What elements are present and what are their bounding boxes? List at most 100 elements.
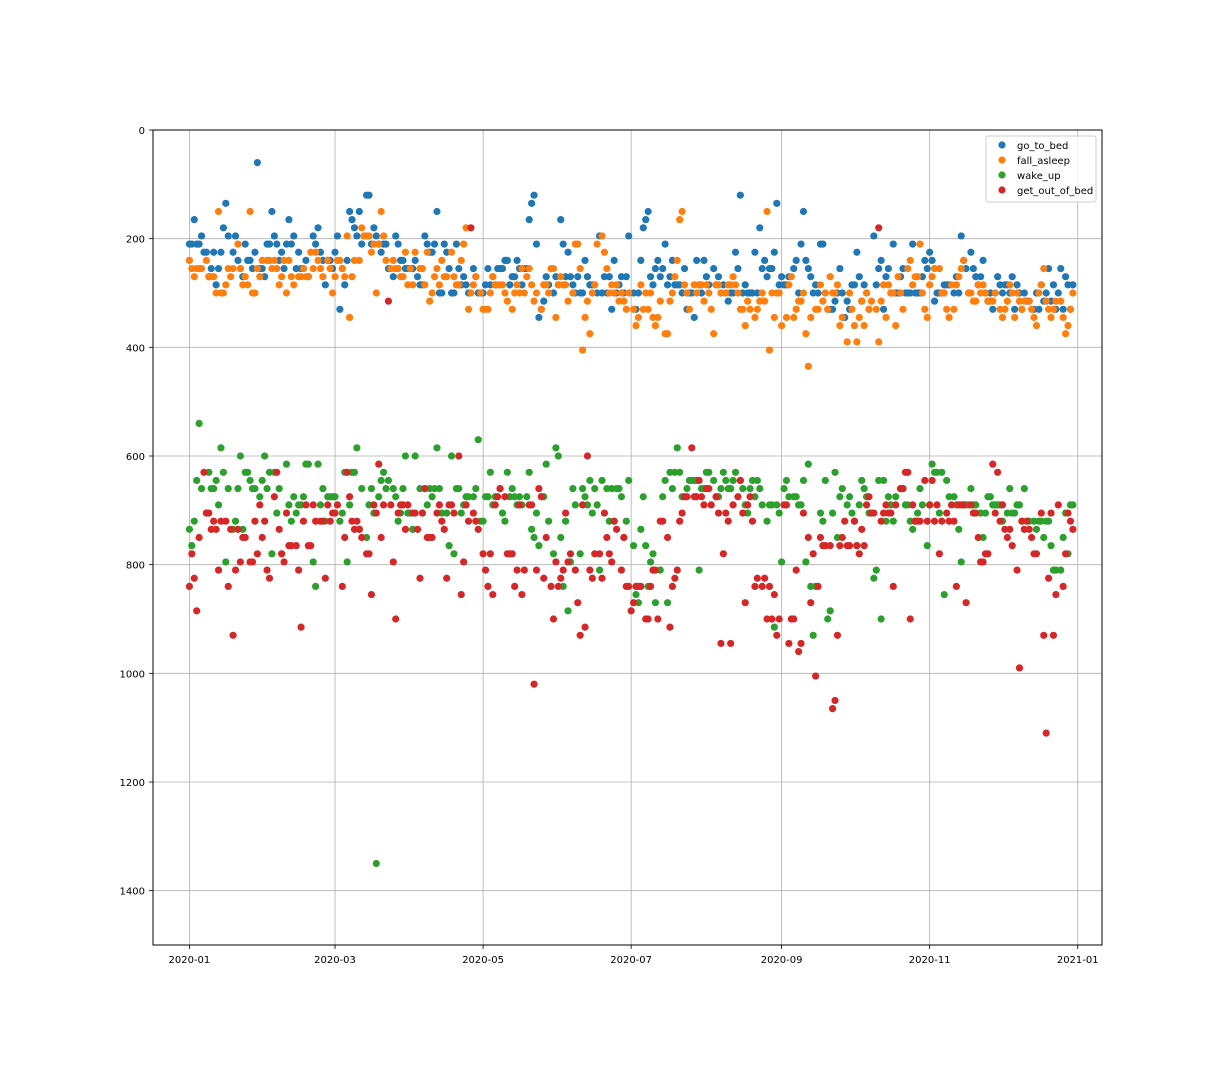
go_to_bed-point xyxy=(680,264,689,273)
fall_asleep-point xyxy=(312,248,320,256)
wake_up-point xyxy=(773,501,781,509)
x-tick-label: 2020-03 xyxy=(314,955,356,966)
fall_asleep-point xyxy=(309,264,317,273)
wake_up-point xyxy=(950,493,958,501)
get_out_of_bed-point xyxy=(845,542,854,550)
fall_asleep-point xyxy=(581,313,589,322)
get_out_of_bed-point xyxy=(1037,509,1045,517)
get_out_of_bed-point xyxy=(729,501,737,509)
fall_asleep-point xyxy=(603,264,611,273)
fall_asleep-point xyxy=(1032,322,1041,330)
wake_up-point xyxy=(219,468,227,476)
fall_asleep-point xyxy=(287,273,295,281)
fall_asleep-point xyxy=(229,264,237,273)
get_out_of_bed-point xyxy=(387,501,395,509)
get_out_of_bed-point xyxy=(678,509,686,517)
go_to_bed-point xyxy=(1011,305,1019,313)
go_to_bed-point xyxy=(530,191,538,199)
get_out_of_bed-point xyxy=(984,550,992,558)
go_to_bed-point xyxy=(566,273,575,281)
wake_up-point xyxy=(443,509,451,517)
fall_asleep-point xyxy=(244,281,252,289)
get_out_of_bed-point xyxy=(877,517,885,525)
get_out_of_bed-point xyxy=(1028,533,1036,542)
fall_asleep-point xyxy=(916,240,924,248)
go_to_bed-point xyxy=(1013,281,1021,289)
get_out_of_bed-point xyxy=(705,485,713,493)
wake_up-point xyxy=(578,485,587,493)
get_out_of_bed-point xyxy=(930,517,939,525)
fall_asleep-point xyxy=(399,273,407,281)
get_out_of_bed-point xyxy=(979,558,987,566)
go_to_bed-point xyxy=(1061,273,1070,281)
fall_asleep-point xyxy=(326,264,334,273)
wake_up-point xyxy=(1057,566,1065,574)
fall_asleep-point xyxy=(845,289,854,297)
get_out_of_bed-point xyxy=(1061,550,1070,558)
get_out_of_bed-point xyxy=(683,493,691,501)
get_out_of_bed-point xyxy=(768,615,776,623)
wake_up-point xyxy=(542,460,550,468)
fall_asleep-point xyxy=(1035,289,1043,297)
get_out_of_bed-point xyxy=(576,631,584,639)
fall_asleep-point xyxy=(884,281,893,289)
go_to_bed-point xyxy=(268,207,276,216)
go_to_bed-point xyxy=(979,256,987,264)
fall_asleep-point xyxy=(1037,281,1045,289)
fall_asleep-point xyxy=(821,289,829,297)
wake_up-point xyxy=(552,444,560,452)
go_to_bed-point xyxy=(564,248,572,256)
fall_asleep-point xyxy=(855,313,863,322)
wake_up-point xyxy=(1032,525,1041,533)
fall_asleep-point xyxy=(629,305,638,313)
fall_asleep-point xyxy=(1003,297,1011,305)
get_out_of_bed-point xyxy=(1049,631,1058,639)
go_to_bed-point xyxy=(253,159,261,167)
fall_asleep-point xyxy=(710,330,718,338)
go_to_bed-point xyxy=(270,232,278,240)
go_to_bed-point xyxy=(656,273,664,281)
fall_asleep-point xyxy=(896,289,905,297)
get_out_of_bed-point xyxy=(229,631,237,639)
get_out_of_bed-point xyxy=(299,517,308,525)
wake_up-point xyxy=(659,493,667,501)
go_to_bed-point xyxy=(644,207,652,216)
fall_asleep-point xyxy=(455,281,463,289)
wake_up-point xyxy=(877,615,885,623)
fall_asleep-point xyxy=(877,297,885,305)
fall_asleep-point xyxy=(345,313,354,322)
get_out_of_bed-point xyxy=(1040,631,1048,639)
get_out_of_bed-point xyxy=(717,639,725,648)
get_out_of_bed-point xyxy=(974,533,982,542)
wake_up-point xyxy=(797,501,805,509)
fall_asleep-point xyxy=(848,305,856,313)
fall_asleep-point xyxy=(418,264,427,273)
fall_asleep-point xyxy=(227,273,235,281)
wake_up-point xyxy=(309,558,317,566)
fall_asleep-point xyxy=(906,256,914,264)
fall_asleep-point xyxy=(882,313,890,322)
get_out_of_bed-point xyxy=(222,517,230,525)
get_out_of_bed-point xyxy=(758,582,766,591)
get_out_of_bed-point xyxy=(484,582,492,591)
go_to_bed-point xyxy=(1035,305,1043,313)
wake_up-point xyxy=(673,444,681,452)
wake_up-point xyxy=(557,533,565,542)
wake_up-point xyxy=(727,485,735,493)
go_to_bed-point xyxy=(430,240,439,248)
go_to_bed-point xyxy=(693,256,701,264)
get_out_of_bed-point xyxy=(998,501,1007,509)
go_to_bed-point xyxy=(525,216,533,224)
wake_up-point xyxy=(503,468,511,476)
get_out_of_bed-point xyxy=(603,533,611,542)
go_to_bed-point xyxy=(583,273,592,281)
wake_up-point xyxy=(554,452,562,460)
get_out_of_bed-point xyxy=(520,566,528,574)
wake_up-point xyxy=(372,859,380,868)
get_out_of_bed-point xyxy=(741,599,749,607)
fall_asleep-point xyxy=(865,305,873,313)
x-tick-label: 2020-11 xyxy=(909,955,951,966)
fall_asleep-point xyxy=(241,273,249,281)
wake_up-point xyxy=(236,452,244,460)
